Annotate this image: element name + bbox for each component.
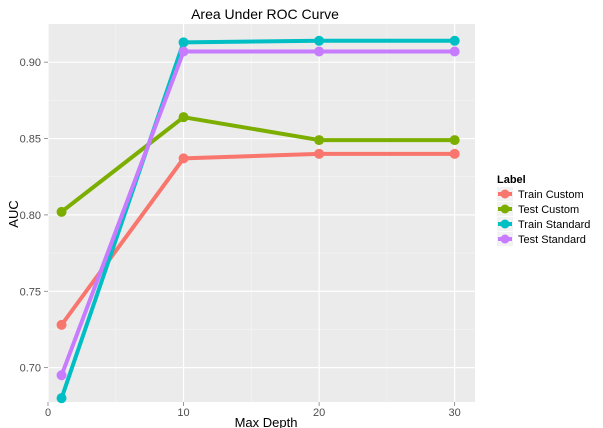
data-point-train-standard: [56, 393, 67, 404]
legend-label: Test Standard: [518, 234, 586, 246]
data-point-train-custom: [56, 319, 67, 330]
plot-panel: [48, 24, 475, 402]
chart-title: Area Under ROC Curve: [191, 6, 339, 22]
legend-key-point: [500, 204, 510, 214]
data-point-test-custom: [178, 112, 189, 123]
data-point-test-custom: [449, 135, 460, 146]
legend-key-point: [500, 219, 510, 229]
x-tick-label: 0: [45, 407, 51, 419]
data-point-test-standard: [449, 46, 460, 57]
legend-item-test-standard: Test Standard: [497, 232, 586, 246]
legend-item-train-standard: Train Standard: [497, 217, 590, 231]
legend-label: Train Custom: [518, 189, 584, 201]
data-point-test-standard: [314, 46, 325, 57]
legend-label: Train Standard: [518, 219, 590, 231]
data-point-train-standard: [178, 37, 189, 48]
y-axis-title: AUC: [6, 200, 21, 227]
y-tick-label: 0.90: [20, 57, 41, 69]
legend: Label Train Custom Test Custom Train Stand…: [497, 174, 590, 246]
x-tick-label: 20: [313, 407, 325, 419]
data-point-test-custom: [314, 135, 325, 146]
data-point-test-custom: [56, 206, 67, 217]
y-tick-label: 0.80: [20, 210, 41, 222]
data-point-train-custom: [314, 148, 325, 159]
data-point-train-custom: [449, 148, 460, 159]
y-tick-label: 0.75: [20, 286, 41, 298]
series-line-test-custom: [59, 115, 457, 214]
x-tick-label: 30: [449, 407, 461, 419]
series-line-test-standard: [59, 49, 457, 378]
y-tick-label: 0.70: [20, 363, 41, 375]
y-tick-label: 0.85: [20, 134, 41, 146]
data-point-train-custom: [178, 153, 189, 164]
legend-key-point: [500, 234, 510, 244]
data-point-test-standard: [56, 370, 67, 381]
data-point-train-standard: [449, 35, 460, 46]
series-line-train-custom: [59, 151, 457, 327]
series-line-train-standard: [59, 38, 457, 401]
legend-item-train-custom: Train Custom: [497, 187, 584, 201]
legend-item-test-custom: Test Custom: [497, 202, 579, 216]
legend-key-point: [500, 189, 510, 199]
legend-label: Test Custom: [518, 204, 579, 216]
x-axis-title: Max Depth: [235, 415, 298, 428]
data-point-train-standard: [314, 35, 325, 46]
legend-title: Label: [497, 174, 526, 186]
data-point-test-standard: [178, 46, 189, 57]
x-tick-label: 10: [177, 407, 189, 419]
